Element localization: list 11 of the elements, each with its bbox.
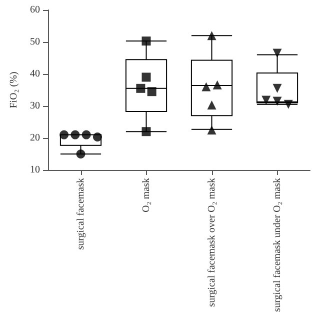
y-tick-label: 40 (30, 68, 40, 80)
y-tick-label: 10 (30, 164, 40, 176)
x-tick-label: O₂ mask (140, 178, 152, 212)
y-tick-label: 50 (30, 36, 40, 48)
y-tick-label: 20 (30, 132, 40, 144)
y-axis-title: FiO₂ (%) (8, 72, 20, 108)
x-tick-label: surgical facemask over O₂ mask (206, 178, 218, 307)
x-tick-label: surgical facemask (75, 178, 86, 250)
y-tick-label: 30 (30, 100, 40, 112)
y-tick-label: 60 (30, 4, 40, 16)
x-tick-label: surgical facemask under O₂ mask (272, 178, 283, 312)
